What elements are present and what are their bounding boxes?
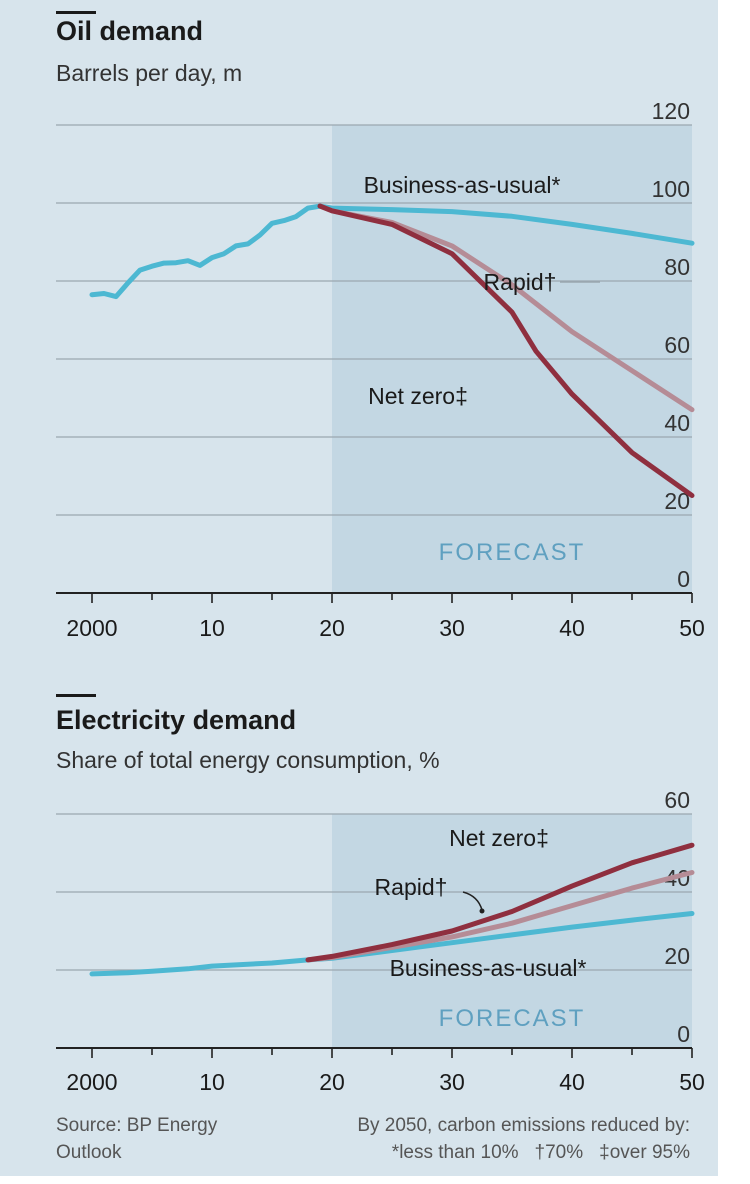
chart-subtitle: Share of total energy consumption, % xyxy=(56,747,440,773)
x-tick-label: 40 xyxy=(559,1069,585,1095)
x-tick-label: 2000 xyxy=(66,615,117,641)
source-note: Source: BP Energy Outlook xyxy=(56,1115,218,1163)
x-tick-label: 20 xyxy=(319,615,345,641)
series-line-net-zero xyxy=(305,842,695,963)
y-tick-label: 0 xyxy=(677,1021,690,1047)
emissions-note-netzero: ‡over 95% xyxy=(599,1142,690,1163)
emissions-note-rapid: †70% xyxy=(534,1142,584,1163)
series-label: Rapid† xyxy=(375,874,448,900)
y-tick-label: 60 xyxy=(664,787,690,813)
forecast-label: FORECAST xyxy=(439,1005,586,1032)
title-rule xyxy=(56,11,96,14)
forecast-band xyxy=(332,814,692,1048)
x-tick-label: 2000 xyxy=(66,1069,117,1095)
series-label: Rapid† xyxy=(484,269,557,295)
x-tick-label: 40 xyxy=(559,615,585,641)
label-leader-dot xyxy=(479,908,485,914)
chart-subtitle: Barrels per day, m xyxy=(56,60,243,86)
series-line-net-zero xyxy=(317,203,695,498)
y-tick-label: 120 xyxy=(652,98,690,124)
x-tick-label: 10 xyxy=(199,1069,225,1095)
series-label: Business-as-usual* xyxy=(390,955,587,981)
x-tick-label: 50 xyxy=(679,1069,705,1095)
y-tick-label: 100 xyxy=(652,176,690,202)
label-leader-line xyxy=(462,891,483,911)
emissions-note-bau: *less than 10% xyxy=(391,1142,519,1163)
y-tick-label: 40 xyxy=(664,410,690,436)
chart-title: Electricity demand xyxy=(56,705,297,735)
series-label: Business-as-usual* xyxy=(364,172,561,198)
x-tick-label: 30 xyxy=(439,615,465,641)
chart-title: Oil demand xyxy=(56,16,204,46)
y-tick-label: 0 xyxy=(677,566,690,592)
y-tick-label: 20 xyxy=(664,943,690,969)
x-tick-label: 30 xyxy=(439,1069,465,1095)
title-rule xyxy=(56,694,96,697)
x-tick-label: 50 xyxy=(679,615,705,641)
y-tick-label: 60 xyxy=(664,332,690,358)
series-label: Net zero‡ xyxy=(449,825,549,851)
y-tick-label: 80 xyxy=(664,254,690,280)
emissions-note-keys: *less than 10% †70% ‡over 95% xyxy=(357,1139,690,1166)
x-tick-label: 20 xyxy=(319,1069,345,1095)
forecast-label: FORECAST xyxy=(439,539,586,566)
series-label: Net zero‡ xyxy=(368,383,468,409)
x-tick-label: 10 xyxy=(199,615,225,641)
emissions-note: By 2050, carbon emissions reduced by: *l… xyxy=(357,1112,690,1166)
series-line-business-as-usual xyxy=(89,203,695,300)
emissions-note-title: By 2050, carbon emissions reduced by: xyxy=(357,1115,690,1136)
